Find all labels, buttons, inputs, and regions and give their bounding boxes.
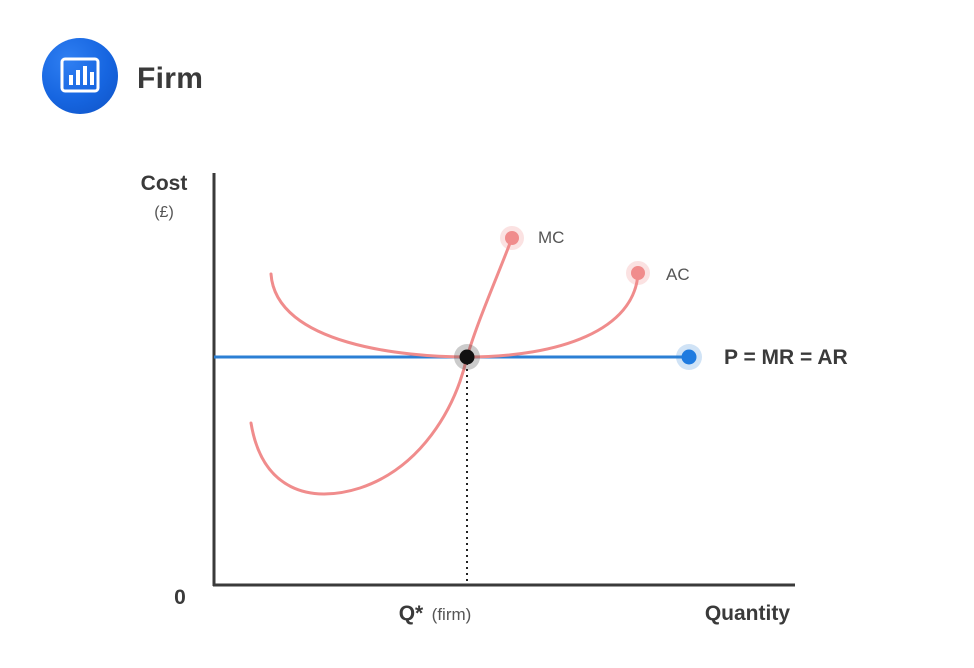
ac-curve [269,271,640,359]
y-axis-label: Cost [141,172,188,195]
mc-curve [249,236,514,496]
header-badge [42,38,118,114]
ac-curve-label: AC [666,265,690,284]
x-axis-label: Quantity [705,602,790,625]
y-axis-unit: (£) [154,204,174,221]
q-star-label: Q* [399,602,424,625]
price-line-label: P = MR = AR [724,346,848,369]
page-title: Firm [137,62,204,95]
mc-endpoint [505,231,519,245]
origin-label: 0 [174,586,186,609]
ac-endpoint [631,266,645,280]
equilibrium-quantity-label: Q* (firm) [399,602,472,625]
mc-curve-label: MC [538,228,564,247]
price-line-endpoint [681,349,697,365]
q-star-note: (firm) [432,605,472,624]
bar-chart-icon [60,57,100,93]
equilibrium-point [459,349,475,365]
